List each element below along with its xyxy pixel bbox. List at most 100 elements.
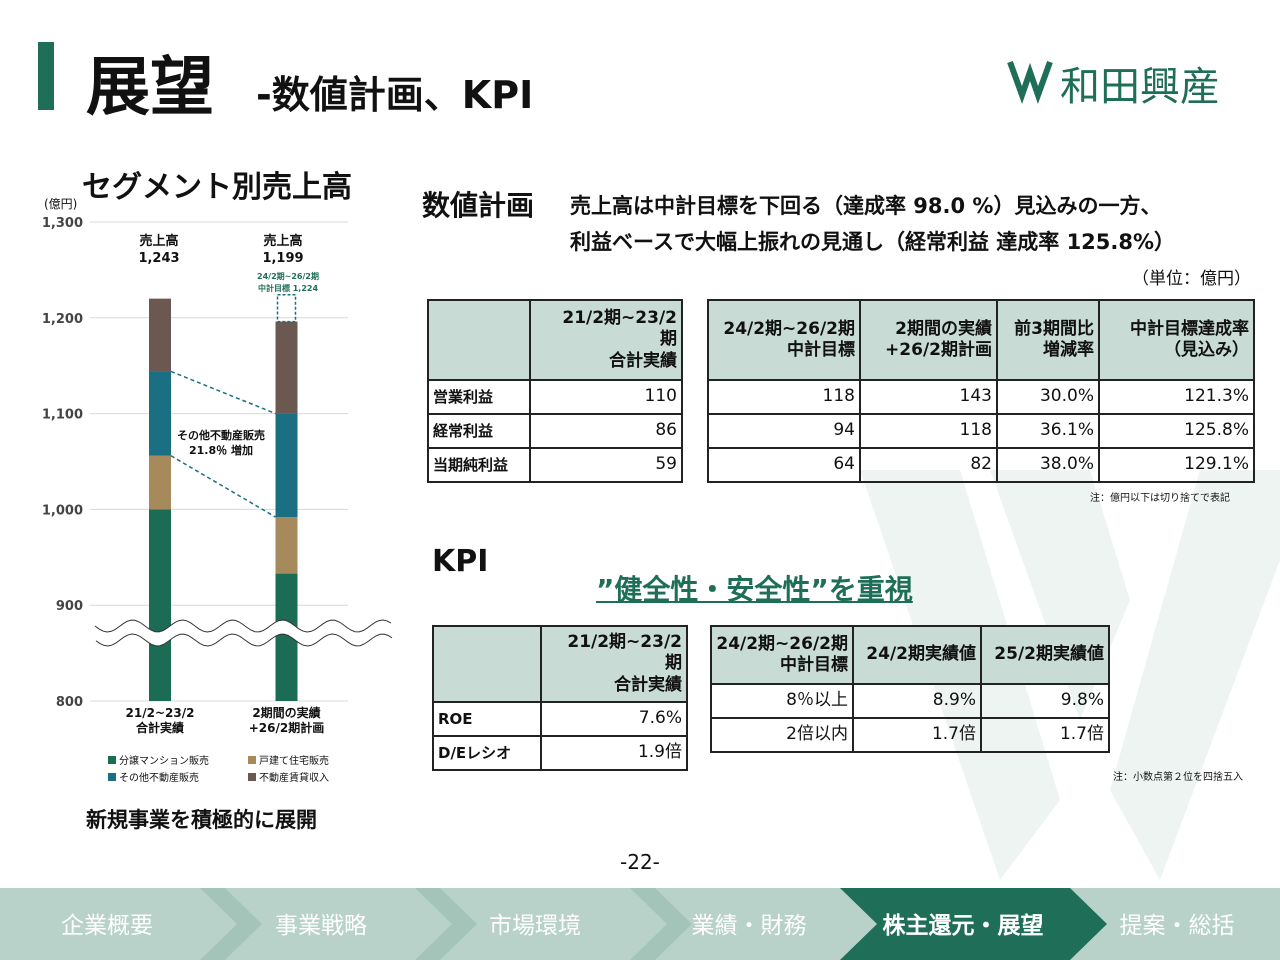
connector bbox=[170, 455, 276, 518]
note: 注：億円以下は切り捨てで表記 bbox=[1090, 493, 1230, 504]
cell: 38.0% bbox=[996, 447, 1100, 483]
nav-item[interactable]: 業績・財務 bbox=[691, 913, 807, 939]
chart: 800 900 1,000 1,100 1,200 1,300 bbox=[42, 216, 393, 710]
cell: 1.7倍 bbox=[980, 717, 1110, 753]
cell: 118 bbox=[859, 413, 998, 449]
bar-segment bbox=[149, 371, 171, 456]
cell: 9.8% bbox=[980, 683, 1110, 719]
cell: 7.6% bbox=[540, 701, 688, 737]
nav-item[interactable]: 提案・総括 bbox=[1119, 913, 1235, 939]
cell: 64 bbox=[707, 447, 861, 483]
title-bar bbox=[38, 42, 54, 110]
cell: 2倍以内 bbox=[710, 717, 854, 753]
bar-segment bbox=[149, 298, 171, 372]
plan-heading: 数値計画 bbox=[422, 189, 535, 222]
table: 24/2期~26/2期 中計目標 2期間の実績 +26/2期計画 前3期間比 増減率… bbox=[707, 299, 1255, 483]
cell: 25/2期実績値 bbox=[980, 625, 1110, 685]
bar-segment bbox=[149, 455, 171, 510]
page-number: -22- bbox=[620, 850, 660, 874]
title: 展望 bbox=[86, 51, 214, 125]
axis-break-line bbox=[95, 633, 393, 647]
logo-icon bbox=[1007, 60, 1053, 104]
cell: 21/2期~23/2 期 合計実績 bbox=[540, 625, 688, 703]
annotation: 売上高 1,199 bbox=[262, 234, 304, 266]
unit: （単位：億円） bbox=[1132, 269, 1251, 289]
logo: 和田興産 bbox=[1060, 64, 1220, 110]
nav-chevrons bbox=[200, 888, 692, 960]
cell: 1.9倍 bbox=[540, 735, 688, 771]
cell: 8.9% bbox=[852, 683, 982, 719]
cell: 2期間の実績 +26/2期計画 bbox=[859, 299, 998, 381]
cell bbox=[432, 625, 542, 703]
cell: 営業利益 bbox=[427, 379, 531, 415]
y-tick-label: 900 bbox=[56, 599, 83, 614]
cell: 118 bbox=[707, 379, 861, 415]
cell: 121.3% bbox=[1098, 379, 1255, 415]
annotation: 売上高 1,243 bbox=[138, 234, 180, 266]
cell: 24/2期~26/2期 中計目標 bbox=[707, 299, 861, 381]
cell: 24/2期~26/2期 中計目標 bbox=[710, 625, 854, 685]
cell: D/Eレシオ bbox=[432, 735, 542, 771]
plan-line: 利益ベースで大幅上振れの見通し（経常利益 達成率 125.8%） bbox=[570, 230, 1176, 254]
cell: 125.8% bbox=[1098, 413, 1255, 449]
y-tick-label: 1,200 bbox=[42, 312, 83, 327]
cell: 1.7倍 bbox=[852, 717, 982, 753]
cell: 30.0% bbox=[996, 379, 1100, 415]
table: 21/2期~23/2 期 合計実績 営業利益 110 経常利益 86 当期純利益 59 bbox=[427, 299, 683, 483]
nav-item[interactable]: 株主還元・展望 bbox=[882, 913, 1044, 939]
kpi-heading: KPI bbox=[432, 544, 489, 579]
cell: 当期純利益 bbox=[427, 447, 531, 483]
legend-label: その他不動産販売 bbox=[119, 773, 199, 784]
cell: 24/2期実績値 bbox=[852, 625, 982, 685]
x-tick-label: 2期間の実績 +26/2期計画 bbox=[248, 706, 325, 735]
cell: 前3期間比 増減率 bbox=[996, 299, 1100, 381]
cell: 110 bbox=[529, 379, 683, 415]
axis-break bbox=[95, 620, 392, 646]
legend-swatch bbox=[108, 773, 116, 781]
cell: 中計目標達成率 （見込み） bbox=[1098, 299, 1255, 381]
nav-item[interactable]: 市場環境 bbox=[489, 913, 581, 939]
legend-label: 戸建て住宅販売 bbox=[259, 756, 329, 767]
cell: 143 bbox=[859, 379, 998, 415]
cell: 8％以上 bbox=[710, 683, 854, 719]
x-tick-label: 21/2~23/2 合計実績 bbox=[125, 706, 195, 735]
legend-swatch bbox=[248, 773, 256, 781]
kpi-tagline: ”健全性・安全性”を重視 bbox=[596, 573, 913, 606]
y-tick-label: 800 bbox=[56, 695, 83, 710]
annotation: その他不動産販売 21.8％ 増加 bbox=[177, 429, 265, 457]
legend-swatch bbox=[108, 756, 116, 764]
cell: 129.1% bbox=[1098, 447, 1255, 483]
bar-segment bbox=[275, 321, 298, 414]
cell: 94 bbox=[707, 413, 861, 449]
cell: 59 bbox=[529, 447, 683, 483]
plan-line: 売上高は中計目標を下回る（達成率 98.0 %）見込みの一方、 bbox=[570, 194, 1162, 218]
bar-segment bbox=[275, 517, 298, 574]
cell: 82 bbox=[859, 447, 998, 483]
cell: ROE bbox=[432, 701, 542, 737]
nav-item[interactable]: 事業戦略 bbox=[275, 913, 367, 939]
legend-swatch bbox=[248, 756, 256, 764]
cell: 経常利益 bbox=[427, 413, 531, 449]
annotation: 24/2期~26/2期 中計目標 1,224 bbox=[257, 272, 319, 293]
nav-item[interactable]: 企業概要 bbox=[61, 913, 153, 939]
chart-unit: (億円) bbox=[44, 197, 78, 211]
cell: 86 bbox=[529, 413, 683, 449]
target-box bbox=[276, 294, 297, 323]
legend-label: 分譲マンション販売 bbox=[119, 756, 209, 767]
table: 24/2期~26/2期 中計目標 24/2期実績値 25/2期実績値 8％以上 8.9%… bbox=[710, 625, 1110, 753]
y-tick-label: 1,300 bbox=[42, 216, 83, 231]
bar-segment bbox=[149, 509, 171, 701]
connector bbox=[170, 370, 276, 415]
axis-break-line bbox=[94, 619, 392, 633]
chart-caption: 新規事業を積極的に展開 bbox=[86, 808, 317, 832]
nav-active bbox=[840, 888, 1107, 960]
bar-segment bbox=[275, 573, 298, 701]
bar-segment bbox=[275, 413, 298, 518]
y-tick-label: 1,000 bbox=[42, 503, 83, 518]
cell bbox=[427, 299, 531, 381]
y-tick-label: 1,100 bbox=[42, 408, 83, 423]
cell: 36.1% bbox=[996, 413, 1100, 449]
cell: 21/2期~23/2 期 合計実績 bbox=[529, 299, 683, 381]
legend-label: 不動産賃貸収入 bbox=[259, 773, 329, 784]
